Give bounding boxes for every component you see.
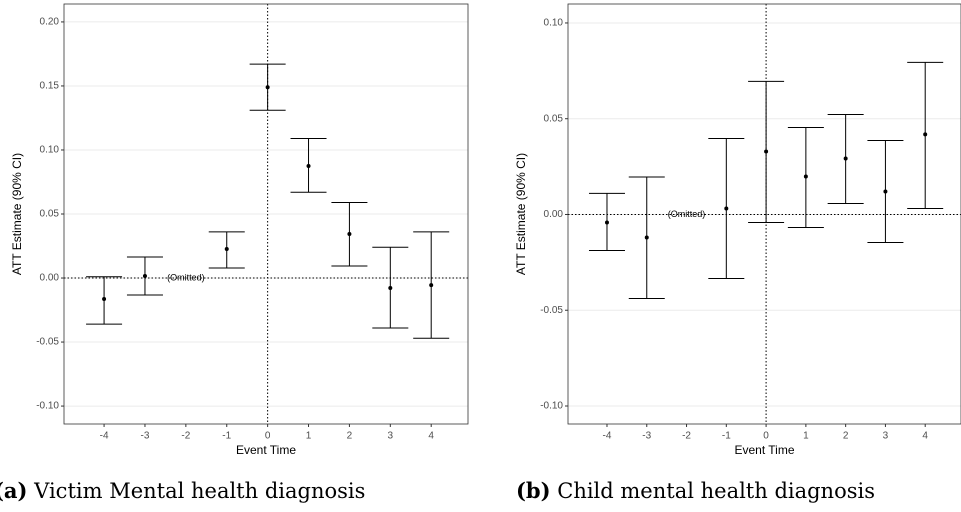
x-tick-label: 1 bbox=[803, 431, 809, 442]
y-tick-label: -0.05 bbox=[540, 305, 563, 316]
x-tick-label: 0 bbox=[763, 431, 769, 442]
y-axis-label: ATT Estimate (90% CI) bbox=[514, 153, 528, 275]
x-tick-label: 0 bbox=[265, 431, 271, 442]
y-tick-label: 0.10 bbox=[544, 18, 564, 29]
point bbox=[347, 231, 352, 236]
caption: (b) Child mental health diagnosis bbox=[516, 478, 875, 503]
y-tick-label: 0.10 bbox=[40, 145, 60, 156]
point bbox=[388, 286, 393, 291]
x-tick-label: -4 bbox=[603, 431, 612, 442]
point bbox=[764, 149, 769, 154]
y-tick-label: 0.00 bbox=[40, 273, 60, 284]
y-tick-label: 0.15 bbox=[40, 81, 60, 92]
point bbox=[724, 206, 729, 211]
x-tick-label: 2 bbox=[347, 431, 353, 442]
caption-label: (a) bbox=[0, 478, 27, 503]
point bbox=[843, 156, 848, 161]
point bbox=[803, 174, 808, 179]
y-axis-label: ATT Estimate (90% CI) bbox=[10, 153, 24, 275]
panel-border bbox=[63, 3, 469, 425]
point bbox=[306, 163, 311, 168]
panel-border bbox=[567, 3, 961, 425]
annotation: (Omitted) bbox=[668, 209, 706, 219]
x-tick-label: 4 bbox=[922, 431, 928, 442]
annotation: (Omitted) bbox=[167, 272, 205, 282]
y-tick-label: -0.10 bbox=[540, 401, 563, 412]
x-axis-label: Event Time bbox=[236, 443, 296, 457]
x-tick-label: -3 bbox=[642, 431, 651, 442]
y-tick-label: -0.05 bbox=[36, 337, 59, 348]
point bbox=[429, 283, 434, 288]
x-tick-label: -3 bbox=[141, 431, 150, 442]
point bbox=[265, 85, 270, 90]
y-tick-label: 0.05 bbox=[40, 209, 60, 220]
x-tick-label: 3 bbox=[883, 431, 889, 442]
x-axis-label: Event Time bbox=[734, 443, 794, 457]
x-tick-label: -1 bbox=[722, 431, 731, 442]
point bbox=[142, 273, 147, 278]
caption-label: (b) bbox=[516, 478, 551, 503]
x-tick-label: -1 bbox=[222, 431, 231, 442]
point bbox=[883, 189, 888, 194]
y-tick-label: 0.00 bbox=[544, 209, 564, 220]
point bbox=[604, 220, 609, 225]
point bbox=[923, 132, 928, 137]
x-tick-label: -2 bbox=[682, 431, 691, 442]
caption: (a) Victim Mental health diagnosis bbox=[0, 478, 365, 503]
y-tick-label: 0.20 bbox=[40, 17, 60, 28]
x-tick-label: 4 bbox=[428, 431, 434, 442]
point bbox=[644, 235, 649, 240]
caption-text: Child mental health diagnosis bbox=[557, 479, 875, 503]
caption-text: Victim Mental health diagnosis bbox=[33, 479, 365, 503]
x-tick-label: 2 bbox=[843, 431, 849, 442]
y-tick-label: -0.10 bbox=[36, 401, 59, 412]
y-tick-label: 0.05 bbox=[544, 113, 564, 124]
x-tick-label: 1 bbox=[306, 431, 312, 442]
point bbox=[224, 246, 229, 251]
point bbox=[102, 297, 107, 302]
x-tick-label: 3 bbox=[388, 431, 394, 442]
x-tick-label: -4 bbox=[100, 431, 109, 442]
x-tick-label: -2 bbox=[181, 431, 190, 442]
